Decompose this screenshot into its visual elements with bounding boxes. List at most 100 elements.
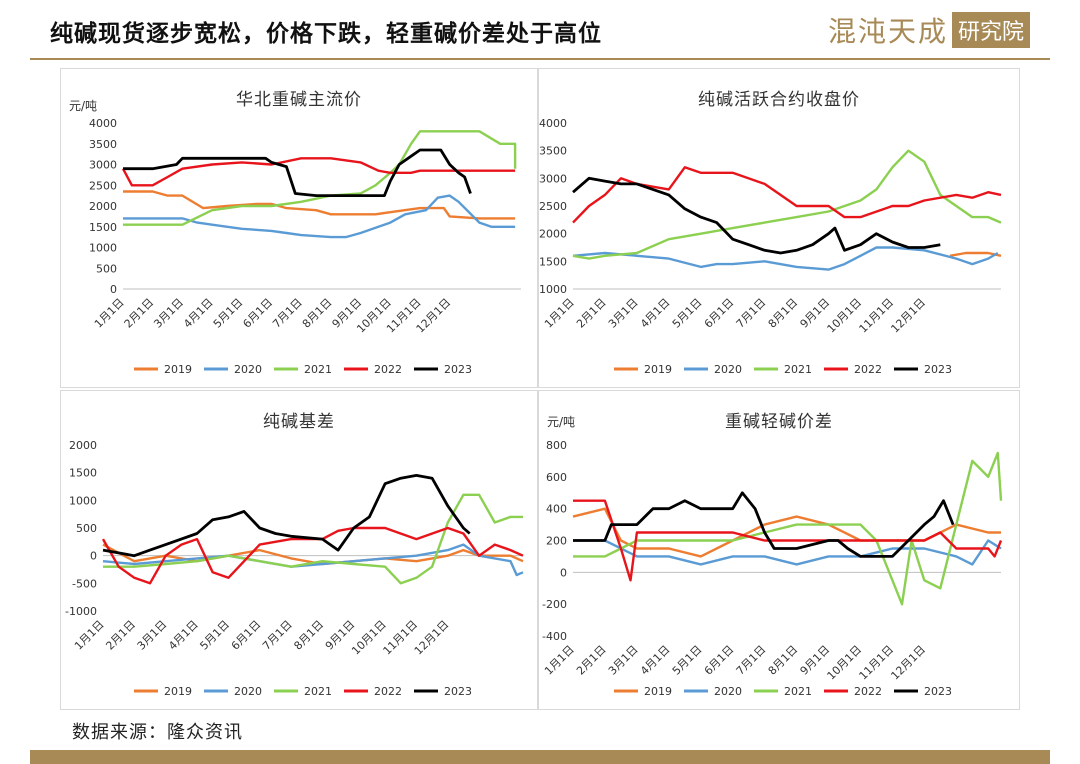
y-tick-label: -200 (542, 598, 567, 611)
logo: 混沌天成 研究院 (828, 10, 1030, 50)
legend-label-2020: 2020 (234, 685, 262, 698)
x-tick-label: 7月1日 (260, 618, 295, 653)
y-tick-label: 3500 (539, 145, 567, 158)
x-tick-label: 5月1日 (670, 643, 705, 678)
x-tick-label: 3月1日 (151, 296, 186, 331)
y-tick-label: 1500 (539, 255, 567, 268)
y-tick-label: 1500 (69, 467, 97, 480)
legend-label-2022: 2022 (854, 363, 882, 376)
y-tick-label: 1000 (539, 283, 567, 296)
series-line-2020 (123, 194, 516, 239)
legend-label-2021: 2021 (304, 685, 332, 698)
chart-title: 华北重碱主流价 (236, 90, 362, 110)
x-tick-label: 3月1日 (135, 618, 170, 653)
x-tick-label: 6月1日 (702, 643, 737, 678)
x-tick-label: 2月1日 (574, 296, 609, 331)
chart-panel-heavy-light-spread: 重碱轻碱价差 元/吨 800 600 400 200 0 -200 -400 1月1日 2月1日… (538, 390, 1020, 710)
x-tick-label: 3月1日 (606, 296, 641, 331)
y-tick-label: 0 (560, 566, 567, 579)
x-tick-label: 1月1日 (542, 296, 577, 331)
y-tick-label: 2500 (539, 200, 567, 213)
chart-svg: 800 600 400 200 0 -200 -4001月1日2月1日3月1日4月1日5月1… (542, 439, 1003, 698)
legend-label-2019: 2019 (164, 685, 192, 698)
legend-label-2021: 2021 (784, 363, 812, 376)
page-title: 纯碱现货逐步宽松，价格下跌，轻重碱价差处于高位 (50, 21, 602, 47)
chart-svg: 4000 3500 3000 2500 2000 1500 10001月1日2月1日3月1日… (539, 117, 1002, 376)
series-line-2021 (573, 451, 1003, 606)
x-tick-label: 2月1日 (122, 296, 157, 331)
legend-label-2023: 2023 (924, 685, 952, 698)
series-line-2019 (123, 190, 516, 220)
y-tick-label: 0 (90, 550, 97, 563)
x-tick-label: 6月1日 (240, 296, 275, 331)
series-line-2021 (572, 149, 1002, 260)
header-divider (30, 58, 1050, 60)
x-tick-label: 5月1日 (197, 618, 232, 653)
x-tick-label: 8月1日 (291, 618, 326, 653)
y-tick-label: 3000 (539, 172, 567, 185)
x-tick-label: 12月1日 (412, 618, 452, 658)
legend-label-2022: 2022 (374, 685, 402, 698)
y-tick-label: -500 (72, 577, 97, 590)
series-line-2022 (573, 499, 1003, 582)
x-tick-label: 2月1日 (103, 618, 138, 653)
footer-bar (30, 750, 1050, 764)
x-tick-label: 7月1日 (734, 296, 769, 331)
x-tick-label: 2月1日 (574, 643, 609, 678)
x-tick-label: 7月1日 (270, 296, 305, 331)
y-tick-label: 4000 (539, 117, 567, 130)
y-tick-label: 500 (96, 262, 117, 275)
y-tick-label: 500 (76, 522, 97, 535)
legend-label-2020: 2020 (714, 363, 742, 376)
chart-panel-heavy-soda-price: 华北重碱主流价 元/吨 4000 3500 3000 2500 2000 1500 1000… (60, 68, 538, 388)
y-tick-label: 3000 (89, 159, 117, 172)
series-line-2023 (573, 491, 955, 558)
x-tick-label: 4月1日 (638, 296, 673, 331)
legend-label-2019: 2019 (644, 685, 672, 698)
x-tick-label: 12月1日 (888, 296, 928, 336)
chart-svg: 4000 3500 3000 2500 2000 1500 1000 500 01月1日2月1日… (89, 117, 521, 376)
legend-label-2019: 2019 (164, 363, 192, 376)
x-tick-label: 1月1日 (542, 643, 577, 678)
logo-text: 混沌天成 (827, 15, 948, 48)
x-tick-label: 8月1日 (766, 643, 801, 678)
x-tick-label: 4月1日 (166, 618, 201, 653)
legend-label-2023: 2023 (924, 363, 952, 376)
chart-panel-futures-close: 纯碱活跃合约收盘价 4000 3500 3000 2500 2000 1500 1000 1月… (538, 68, 1020, 388)
x-tick-label: 12月1日 (888, 643, 928, 683)
series-line-2020 (102, 543, 524, 577)
x-tick-label: 6月1日 (229, 618, 264, 653)
y-tick-label: 2000 (69, 439, 97, 452)
x-tick-label: 8月1日 (300, 296, 335, 331)
y-tick-label: 3500 (89, 138, 117, 151)
x-tick-label: 1月1日 (72, 618, 107, 653)
x-tick-label: 3月1日 (606, 643, 641, 678)
legend-label-2023: 2023 (444, 363, 472, 376)
y-tick-label: 200 (546, 535, 567, 548)
x-tick-label: 11月1日 (857, 643, 897, 683)
x-tick-label: 5月1日 (211, 296, 246, 331)
legend-label-2019: 2019 (644, 363, 672, 376)
y-tick-label: 2000 (89, 200, 117, 213)
x-tick-label: 6月1日 (702, 296, 737, 331)
legend-label-2022: 2022 (854, 685, 882, 698)
y-tick-label: 4000 (89, 117, 117, 130)
chart-title: 纯碱基差 (263, 412, 335, 432)
x-tick-label: 1月1日 (92, 296, 127, 331)
logo-box: 研究院 (951, 12, 1030, 48)
x-tick-label: 8月1日 (766, 296, 801, 331)
chart-title: 纯碱活跃合约收盘价 (698, 90, 860, 110)
series-line-2020 (572, 246, 999, 271)
x-tick-label: 4月1日 (638, 643, 673, 678)
y-tick-label: 2000 (539, 228, 567, 241)
data-source: 数据来源：隆众资讯 (72, 722, 243, 743)
legend-label-2023: 2023 (444, 685, 472, 698)
x-tick-label: 10月1日 (825, 643, 865, 683)
y-tick-label: 1000 (89, 242, 117, 255)
legend-label-2020: 2020 (234, 363, 262, 376)
y-tick-label: -1000 (65, 605, 97, 618)
series-line-2022 (572, 166, 1002, 224)
y-tick-label: 400 (546, 503, 567, 516)
x-tick-label: 11月1日 (857, 296, 897, 336)
y-unit: 元/吨 (547, 415, 576, 429)
